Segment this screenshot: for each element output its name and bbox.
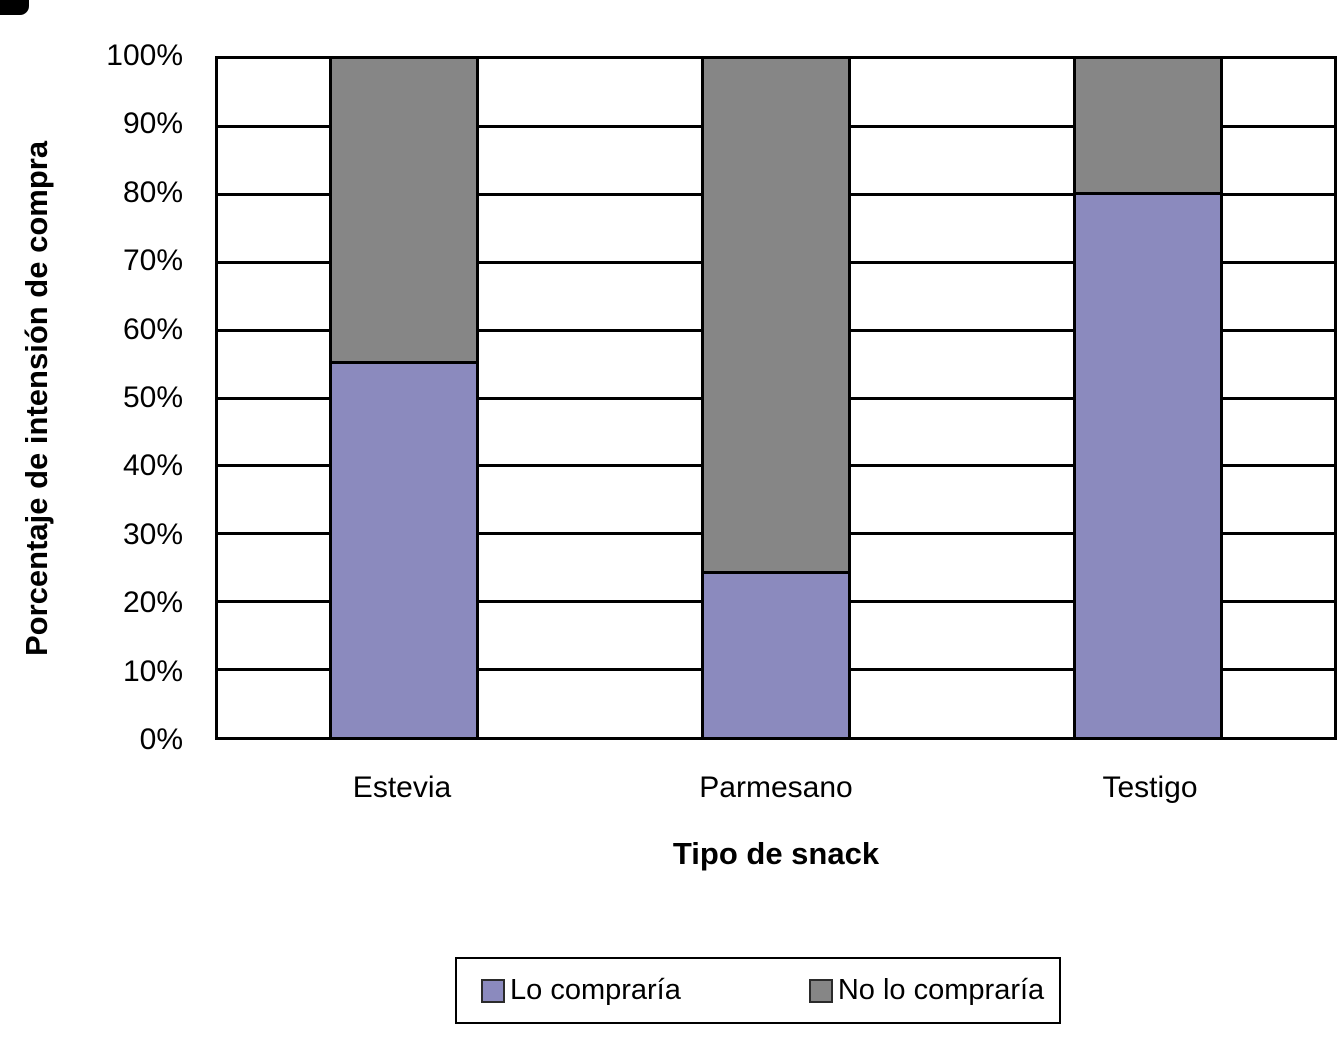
bar-parmesano — [701, 59, 851, 737]
x-category-label-estevia: Estevia — [352, 771, 452, 804]
plot-area — [215, 56, 1337, 740]
bar-estevia-segment-lo-compraria — [332, 361, 476, 737]
y-axis-ticks: 0% 10% 20% 30% 40% 50% 60% 70% 80% 90% 100% — [0, 41, 183, 755]
y-tick-label-80pct: 80% — [122, 175, 183, 209]
x-category-label-testigo: Testigo — [1102, 771, 1198, 804]
y-tick-label-70pct: 70% — [122, 244, 183, 278]
legend-label-lo-compraria: Lo compraría — [510, 974, 681, 1006]
y-tick-label-90pct: 90% — [122, 107, 183, 141]
y-tick-label-40pct: 40% — [122, 449, 183, 483]
y-tick-label-10pct: 10% — [122, 654, 183, 688]
bar-parmesano-segment-lo-compraria — [704, 571, 848, 737]
bar-estevia — [329, 59, 479, 737]
bar-testigo — [1073, 59, 1223, 737]
screenshot-artifact — [0, 0, 29, 15]
y-tick-label-50pct: 50% — [122, 381, 183, 414]
y-tick-label-60pct: 60% — [122, 312, 183, 346]
legend-swatch-lo-compraria — [481, 978, 505, 1003]
x-axis-labels: Estevia Parmesano Testigo — [215, 771, 1337, 809]
y-tick-label-20pct: 20% — [122, 586, 183, 620]
legend-swatch-no-lo-compraria — [808, 978, 833, 1003]
bar-testigo-segment-lo-compraria — [1076, 191, 1220, 737]
legend-label-no-lo-compraria: No lo compraría — [837, 974, 1045, 1006]
x-axis-title: Tipo de snack — [672, 836, 880, 871]
y-tick-label-30pct: 30% — [122, 517, 183, 551]
y-tick-label-100pct: 100% — [106, 39, 183, 72]
legend-item-lo-compraria: Lo compraría — [481, 976, 681, 1005]
y-tick-label-0pct: 0% — [139, 723, 183, 756]
legend-item-no-lo-compraria: No lo compraría — [808, 974, 1045, 1006]
legend: Lo compraría No lo compraría — [455, 957, 1061, 1024]
x-category-label-parmesano: Parmesano — [699, 771, 853, 804]
